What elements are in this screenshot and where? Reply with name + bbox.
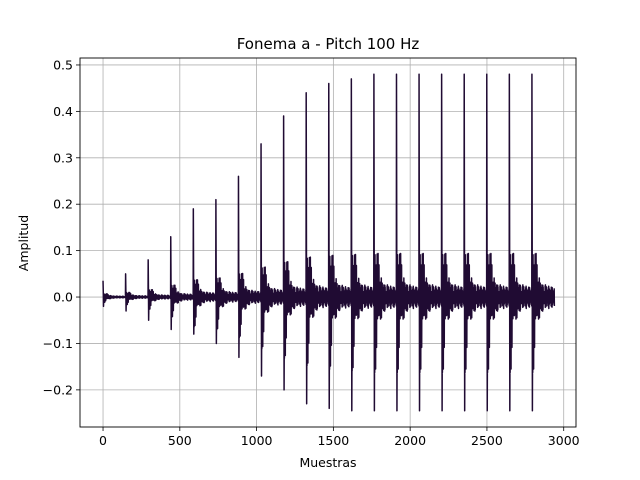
plot-area-frame <box>79 57 577 428</box>
x-tick-label: 2500 <box>471 433 503 448</box>
x-axis-ticks: 0 500 1000 1500 2000 2500 3000 <box>99 427 580 448</box>
x-tick-label: 0 <box>99 433 107 448</box>
y-tick-label: 0.0 <box>53 290 73 305</box>
x-axis-label: Muestras <box>299 455 356 470</box>
y-tick-label: 0.3 <box>53 150 73 165</box>
y-tick-label: 0.4 <box>53 104 73 119</box>
x-tick-label: 2000 <box>394 433 426 448</box>
x-tick-label: 1500 <box>317 433 349 448</box>
x-tick-label: 1000 <box>241 433 273 448</box>
y-tick-label: −0.2 <box>43 382 73 397</box>
y-tick-label: 0.2 <box>53 197 73 212</box>
x-tick-label: 3000 <box>548 433 580 448</box>
y-axis-label: Amplitud <box>16 215 31 271</box>
y-tick-label: 0.1 <box>53 243 73 258</box>
series-waveform-line <box>102 73 556 412</box>
y-axis-ticks: −0.2 −0.1 0.0 0.1 0.2 0.3 0.4 0.5 <box>43 57 80 397</box>
chart-title: Fonema a - Pitch 100 Hz <box>237 35 420 53</box>
y-tick-label: −0.1 <box>43 336 73 351</box>
y-tick-label: 0.5 <box>53 57 73 72</box>
x-tick-label: 500 <box>168 433 192 448</box>
waveform-layer <box>102 73 556 412</box>
